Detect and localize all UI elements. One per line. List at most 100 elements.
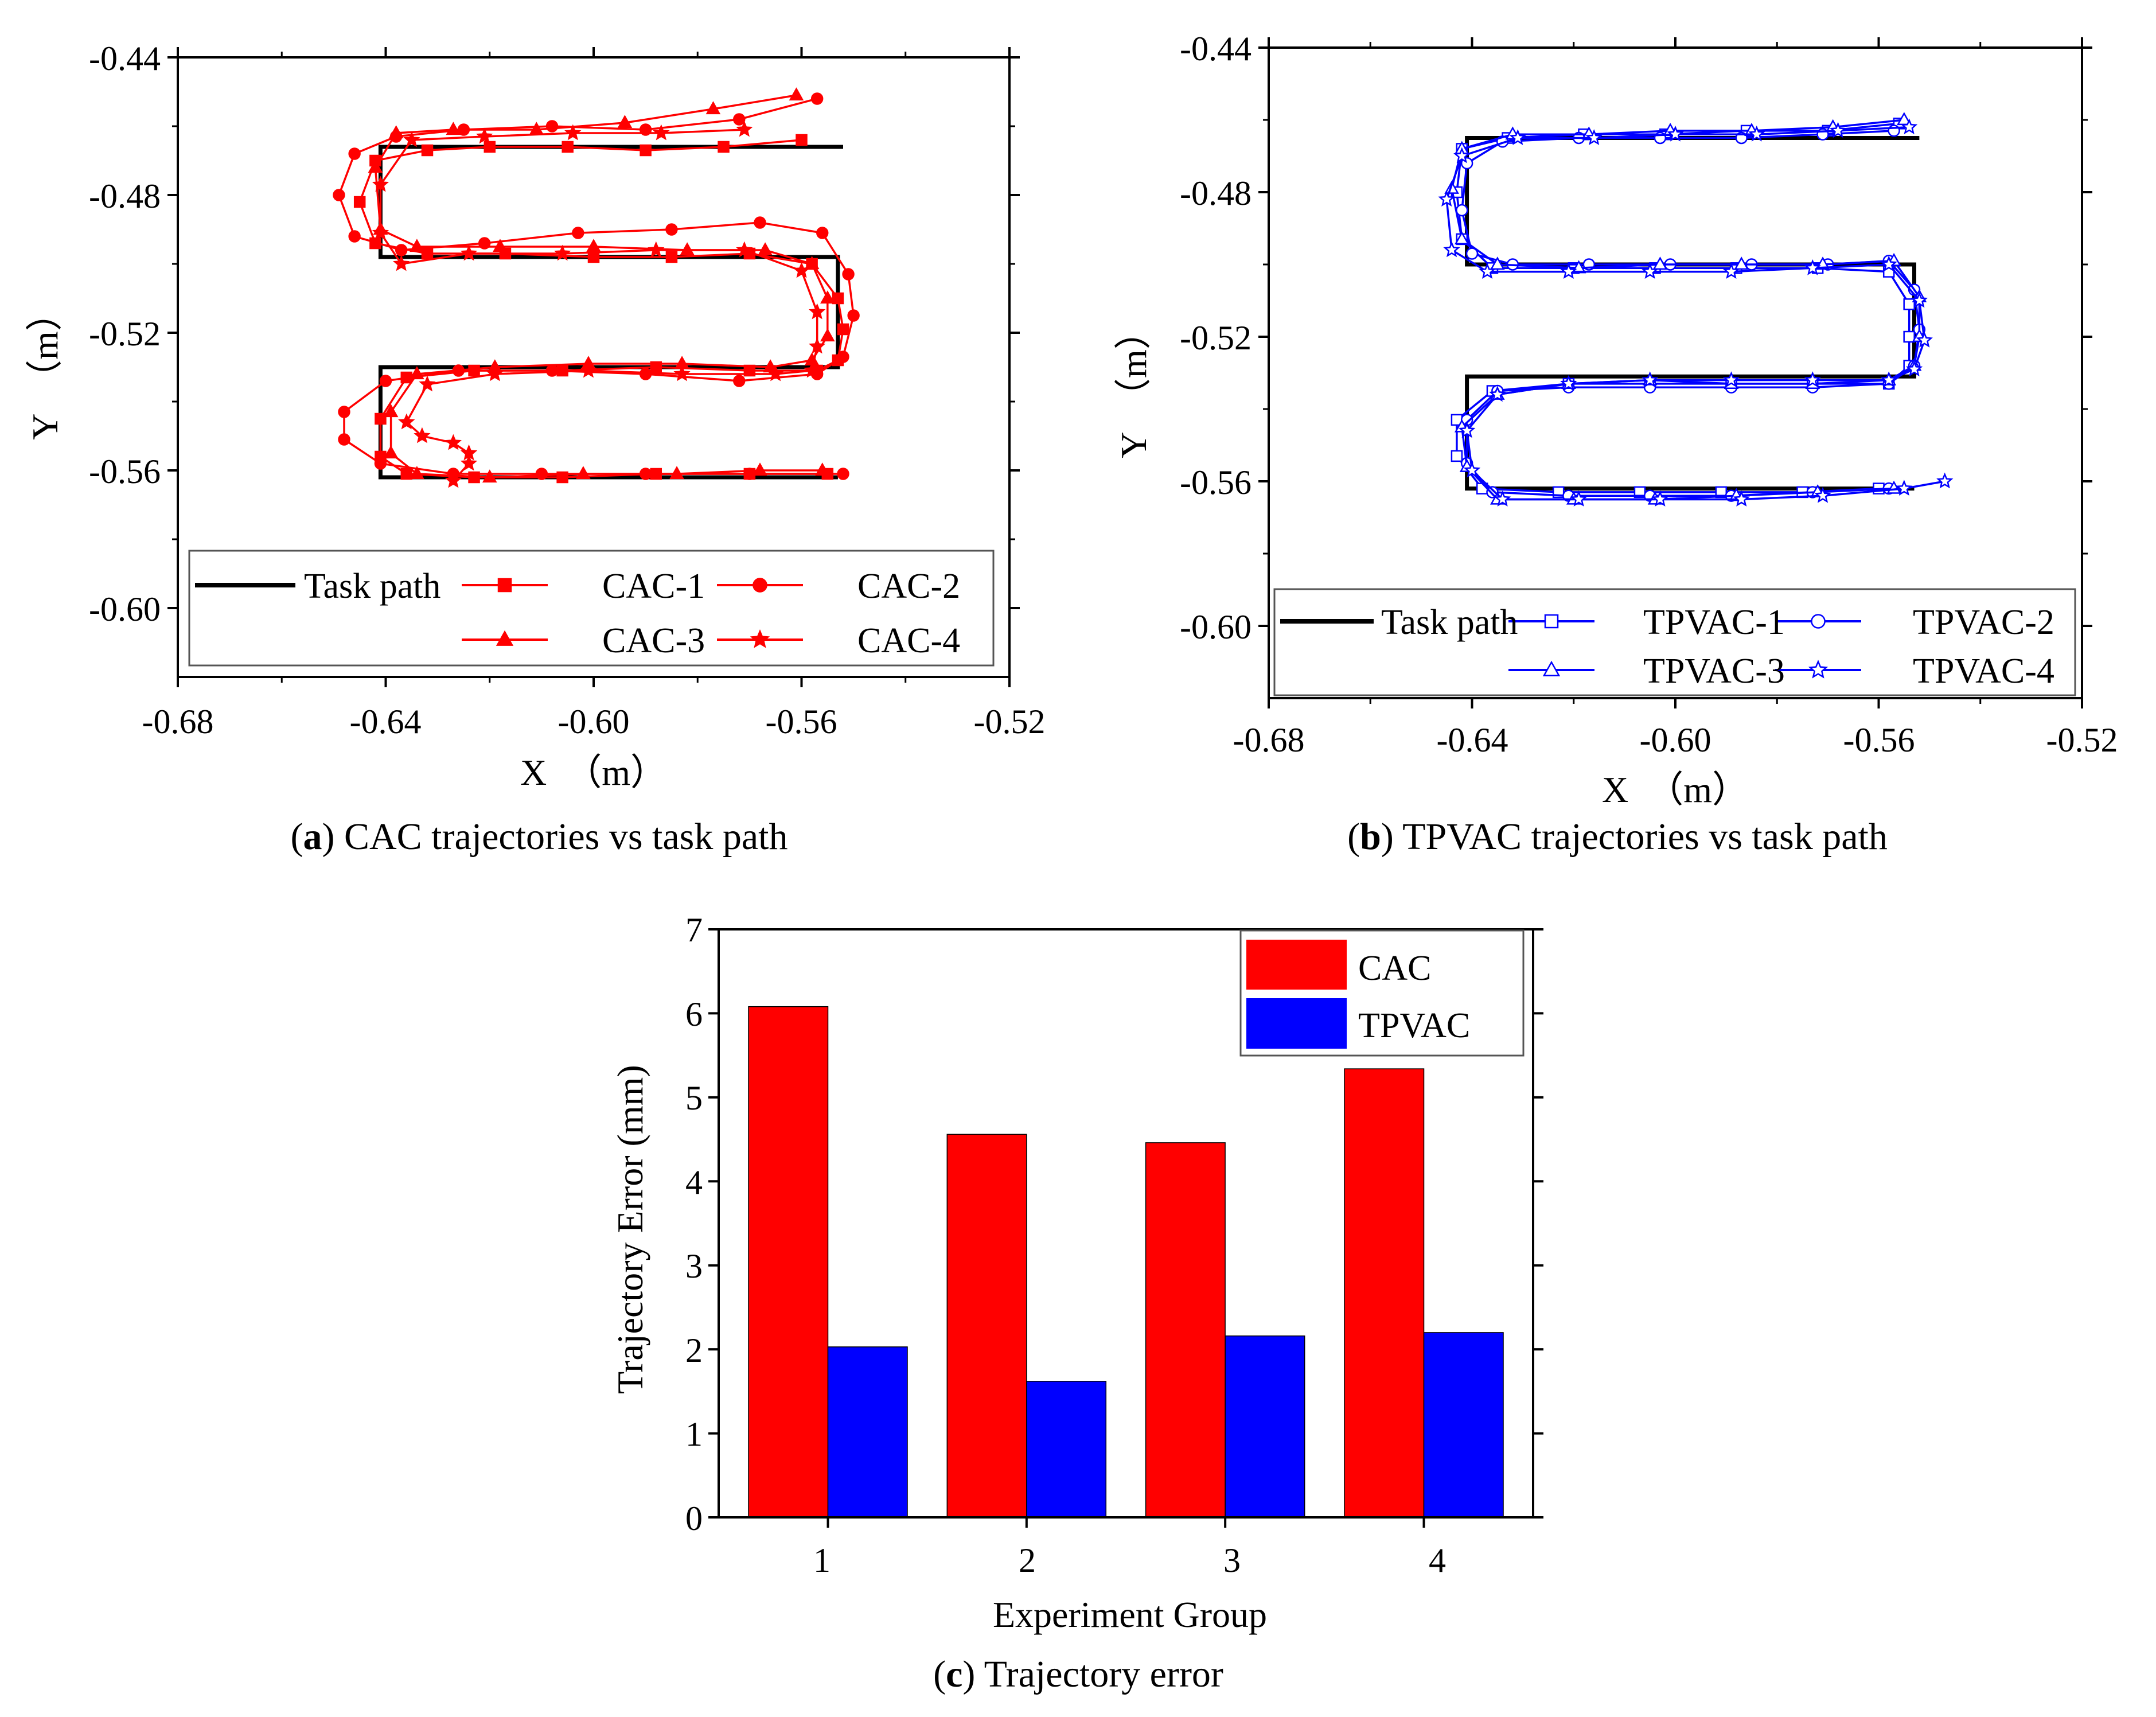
panel-a-y-axis-title: Y （m） <box>25 294 65 440</box>
panel-b-tpvac-4-point <box>1814 486 1831 503</box>
panel-c-x-axis-title: Experiment Group <box>993 1594 1267 1635</box>
panel-b-tpvac-3-point <box>1652 256 1668 270</box>
panel-b-caption-label: b <box>1360 816 1381 858</box>
panel-a-cac-4-point <box>554 244 571 261</box>
panel-a-cac-3-point <box>388 125 404 139</box>
panel-b-legend-task-path: Task path <box>1381 603 1518 642</box>
panel-a-cac-1-point <box>375 412 387 425</box>
panel-a-cac-3-point <box>814 462 830 476</box>
panel-a-cac-4-point <box>673 365 691 381</box>
panel-b-tpvac-4-point <box>1489 386 1506 402</box>
panel-c-plot-frame <box>718 928 1534 1519</box>
panel-a-cac-1-point <box>484 141 496 153</box>
panel-a-cac-3-point <box>820 290 835 304</box>
panel-a-legend-box <box>188 550 995 667</box>
panel-b-tpvac-4-point <box>1911 291 1928 308</box>
panel-b-tpvac-4-point <box>1438 190 1455 207</box>
panel-b-tpvac-4-point <box>1494 490 1511 507</box>
panel-b-legend-tpvac-1: TPVAC-1 <box>1643 603 1785 642</box>
panel-a-cac-3-point <box>493 239 508 252</box>
panel-c-legend: CAC TPVAC <box>1239 929 1525 1057</box>
panel-a-ytick-label: -0.56 <box>89 453 161 490</box>
panel-a-cac-4-point <box>475 127 493 144</box>
panel-b-tpvac-1-point <box>1451 450 1463 462</box>
panel-a-cac-4-point <box>445 434 462 450</box>
panel-c-xtick-label: 2 <box>1019 1541 1036 1579</box>
panel-c-ytick-label: 6 <box>685 995 703 1033</box>
panel-a-cac-2-point <box>374 457 387 470</box>
panel-c-ytick-label: 5 <box>685 1079 703 1117</box>
panel-b-task-path-line <box>1465 136 1920 491</box>
panel-a-legend-cac-2: CAC-2 <box>857 567 960 606</box>
panel-a-cac-4-point <box>372 224 389 240</box>
panel-a-cac-2-point <box>545 364 559 377</box>
panel-b-ytick-label: -0.48 <box>1180 174 1252 212</box>
panel-a-cac-1-point <box>718 141 730 153</box>
panel-c-trajectory-error: 1 2 3 4 0 1 2 3 4 5 6 7 Experiment Group… <box>610 911 1543 1695</box>
panel-b-y-axis-title: Y （m） <box>1113 313 1154 458</box>
panel-a-x-axis-title: X （m） <box>520 752 667 793</box>
panel-a-cac-2-point <box>572 227 584 239</box>
panel-b-ytick-label: -0.56 <box>1180 464 1252 501</box>
panel-a-cac-4-point <box>808 303 826 320</box>
panel-a-cac-4-point <box>445 472 462 488</box>
panel-a-cac-2-point <box>535 468 548 480</box>
panel-a-legend-cac-3: CAC-3 <box>602 621 705 660</box>
panel-b-tpvac-4-point <box>1463 461 1481 478</box>
panel-a-cac-2-point <box>837 468 849 480</box>
panel-b-tpvac-4-point <box>1829 122 1847 138</box>
panel-a-cac-2-point <box>348 147 361 160</box>
panel-a-cac-2-point <box>338 433 350 446</box>
panel-a-cac-3-point <box>617 115 633 129</box>
panel-a-caption-text: CAC trajectories vs task path <box>334 816 787 858</box>
panel-c-bar-tpvac <box>827 1346 908 1518</box>
panel-a-cac-2-point <box>842 268 855 281</box>
panel-b-tpvac-3-line <box>1451 119 1921 501</box>
panel-b-tpvac-4-point <box>1667 125 1684 142</box>
panel-a-cac-3-point <box>820 328 835 342</box>
panel-b-xtick-label: -0.60 <box>1640 721 1711 759</box>
panel-a-legend-cac-4-icon-marker <box>750 629 770 648</box>
panel-b-legend-tpvac-4: TPVAC-4 <box>1913 652 2054 691</box>
panel-a-cac-4-point <box>808 337 826 354</box>
panel-c-caption-text: Trajectory error <box>975 1653 1223 1695</box>
panel-a-cac-2-point <box>348 230 361 243</box>
panel-a-cac-4-point <box>736 241 753 258</box>
panel-b-tpvac-4-point <box>1733 490 1750 507</box>
panel-b-tpvac-4-point <box>1479 263 1496 279</box>
panel-a-cac-4-point <box>398 413 415 430</box>
panel-a-cac-3-point <box>482 469 497 483</box>
panel-b-tpvac-4-point <box>1804 371 1821 388</box>
panel-a-cac-1-point <box>640 144 652 157</box>
panel-a-ytick-label: -0.44 <box>89 40 161 77</box>
panel-c-bar-cac <box>1145 1142 1226 1518</box>
panel-a-cac-4-point <box>419 375 436 392</box>
panel-b-tpvac-4-point <box>1443 241 1460 258</box>
panel-c-xtick-label: 1 <box>813 1541 831 1579</box>
panel-c-bar-cac <box>748 1006 829 1518</box>
panel-b-tpvac-3-point <box>1454 231 1469 245</box>
panel-a-legend: Task path CAC-1 CAC-2 CAC-3 CAC-4 <box>188 550 995 667</box>
panel-b-tpvac-4-point <box>1651 490 1669 507</box>
panel-b-xtick-label: -0.52 <box>2046 721 2118 759</box>
panel-a-cac-2-point <box>754 216 766 229</box>
panel-a-cac-3-point <box>576 466 591 480</box>
panel-b-series-layer <box>1438 112 1954 507</box>
panel-c-bar-tpvac <box>1026 1381 1107 1518</box>
panel-a-series-layer <box>333 87 860 488</box>
panel-b-tpvac-2-line <box>1461 130 1921 497</box>
panel-a-cac-2-point <box>810 92 824 105</box>
panel-a-cac-4-point <box>460 244 478 261</box>
panel-b-tpvac-4-point <box>1585 129 1603 145</box>
panel-a-cac-1-point <box>421 247 434 260</box>
panel-b-ytick-label: -0.52 <box>1180 319 1252 357</box>
panel-a-ticks <box>167 47 1020 687</box>
panel-a-legend-cac-1: CAC-1 <box>602 567 705 606</box>
panel-a-cac-4-point <box>736 120 753 137</box>
panel-b-tpvac-4-point <box>1905 360 1923 377</box>
panel-b-legend-tpvac-2: TPVAC-2 <box>1913 603 2054 642</box>
panel-a-cac-3-line <box>374 94 829 478</box>
panel-b-tpvac-4-point <box>1916 331 1933 348</box>
panel-a-legend-cac-4: CAC-4 <box>857 621 960 660</box>
